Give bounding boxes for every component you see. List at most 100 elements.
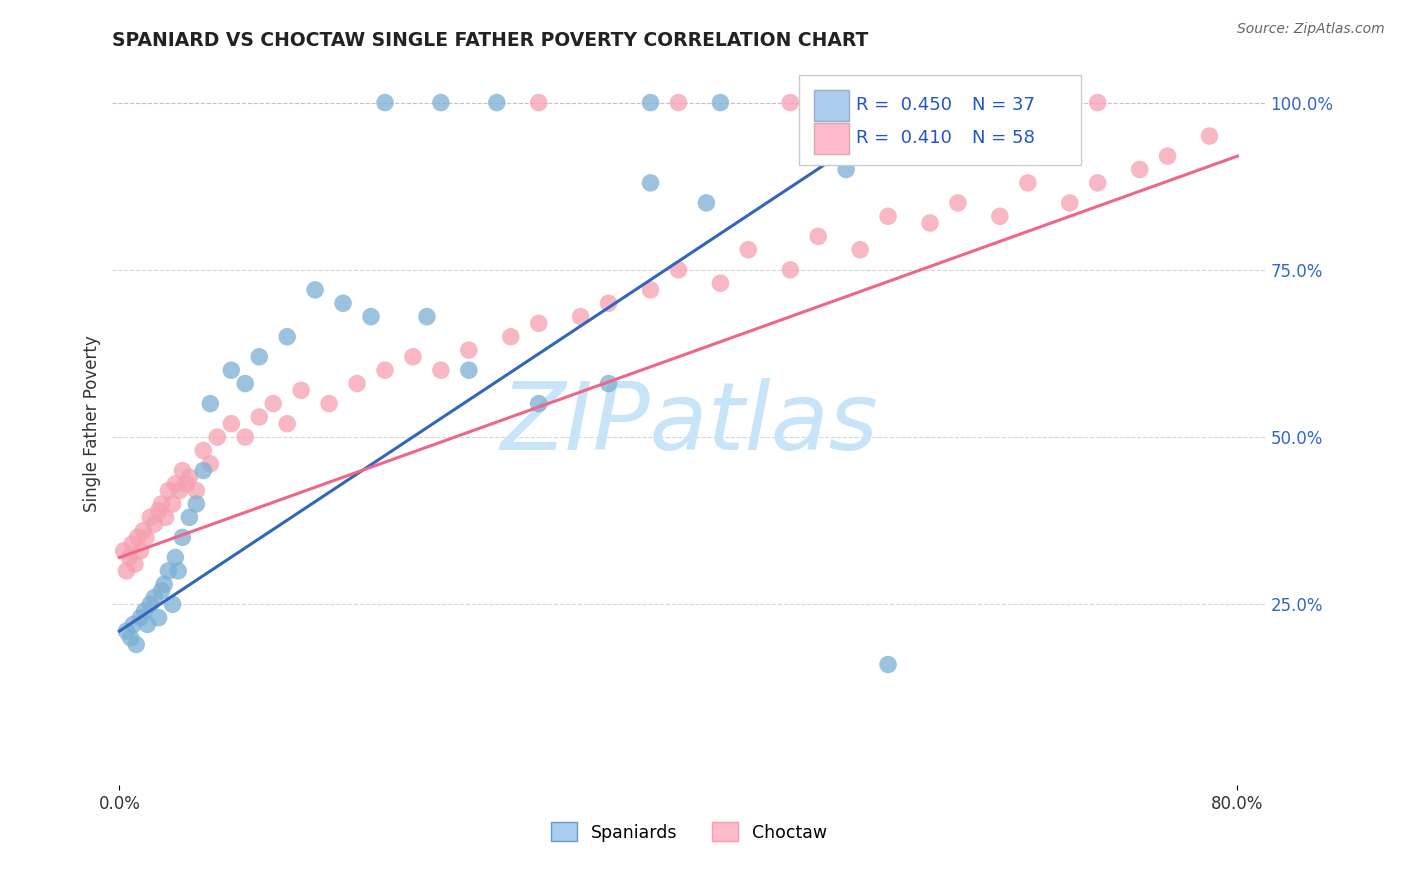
Point: [1129, 162, 1152, 177]
Point: [186, 483, 208, 498]
Point: [668, 95, 690, 110]
Point: [219, 363, 242, 377]
Point: [779, 95, 801, 110]
Point: [318, 396, 340, 410]
Point: [807, 95, 830, 110]
Point: [1017, 176, 1039, 190]
Point: [165, 550, 187, 565]
Point: [598, 376, 620, 391]
Point: [247, 350, 270, 364]
Point: [430, 95, 453, 110]
Point: [148, 503, 170, 517]
Point: [157, 564, 180, 578]
Point: [695, 196, 717, 211]
Point: [200, 396, 222, 410]
Point: [1087, 176, 1109, 190]
Legend: Spaniards, Choctaw: Spaniards, Choctaw: [544, 815, 834, 848]
Point: [709, 277, 731, 291]
Point: [262, 396, 284, 410]
Point: [779, 263, 801, 277]
Text: R =  0.410: R = 0.410: [856, 129, 952, 147]
Point: [709, 95, 731, 110]
Point: [233, 376, 256, 391]
Point: [186, 497, 208, 511]
Point: [121, 537, 143, 551]
Point: [807, 229, 830, 244]
Point: [1087, 95, 1109, 110]
Text: N = 37: N = 37: [972, 96, 1035, 114]
Point: [115, 624, 138, 639]
Point: [143, 517, 166, 532]
Point: [527, 95, 550, 110]
Point: [112, 543, 135, 558]
Point: [640, 283, 662, 297]
Point: [193, 443, 215, 458]
Point: [120, 631, 142, 645]
Point: [169, 483, 191, 498]
Point: [485, 95, 508, 110]
Point: [1198, 129, 1220, 144]
Point: [877, 657, 900, 672]
Point: [124, 557, 146, 572]
Point: [150, 497, 173, 511]
Point: [598, 296, 620, 310]
Text: R =  0.450: R = 0.450: [856, 96, 952, 114]
Point: [737, 243, 759, 257]
Point: [247, 410, 270, 425]
Point: [200, 457, 222, 471]
Point: [457, 343, 479, 358]
Point: [374, 95, 396, 110]
Point: [276, 417, 298, 431]
Point: [219, 417, 242, 431]
Point: [457, 363, 479, 377]
Point: [162, 497, 184, 511]
Point: [129, 611, 152, 625]
Point: [176, 476, 198, 491]
Point: [207, 430, 229, 444]
Point: [374, 363, 396, 377]
Point: [150, 583, 173, 598]
Point: [499, 330, 522, 344]
Point: [179, 470, 201, 484]
Point: [835, 162, 858, 177]
Point: [157, 483, 180, 498]
Point: [290, 384, 312, 398]
Point: [430, 363, 453, 377]
Point: [1156, 149, 1178, 163]
Point: [233, 430, 256, 444]
Point: [167, 564, 190, 578]
Point: [172, 464, 194, 478]
Point: [172, 530, 194, 544]
Point: [162, 598, 184, 612]
Point: [807, 149, 830, 163]
Point: [849, 243, 872, 257]
Point: [129, 543, 152, 558]
Point: [127, 530, 149, 544]
Point: [193, 464, 215, 478]
Point: [988, 210, 1011, 224]
Point: [877, 210, 900, 224]
Text: SPANIARD VS CHOCTAW SINGLE FATHER POVERTY CORRELATION CHART: SPANIARD VS CHOCTAW SINGLE FATHER POVERT…: [112, 30, 869, 50]
Point: [132, 524, 155, 538]
Point: [946, 196, 969, 211]
Point: [165, 476, 187, 491]
Point: [179, 510, 201, 524]
Point: [640, 95, 662, 110]
Point: [877, 95, 900, 110]
Point: [668, 263, 690, 277]
Point: [122, 617, 145, 632]
Text: Source: ZipAtlas.com: Source: ZipAtlas.com: [1237, 22, 1385, 37]
Point: [135, 530, 157, 544]
Point: [569, 310, 592, 324]
Y-axis label: Single Father Poverty: Single Father Poverty: [83, 335, 101, 512]
Point: [416, 310, 439, 324]
Point: [527, 317, 550, 331]
Point: [360, 310, 382, 324]
Point: [153, 577, 176, 591]
Point: [346, 376, 368, 391]
Point: [527, 396, 550, 410]
Point: [143, 591, 166, 605]
Text: N = 58: N = 58: [972, 129, 1035, 147]
Point: [115, 564, 138, 578]
Point: [304, 283, 326, 297]
